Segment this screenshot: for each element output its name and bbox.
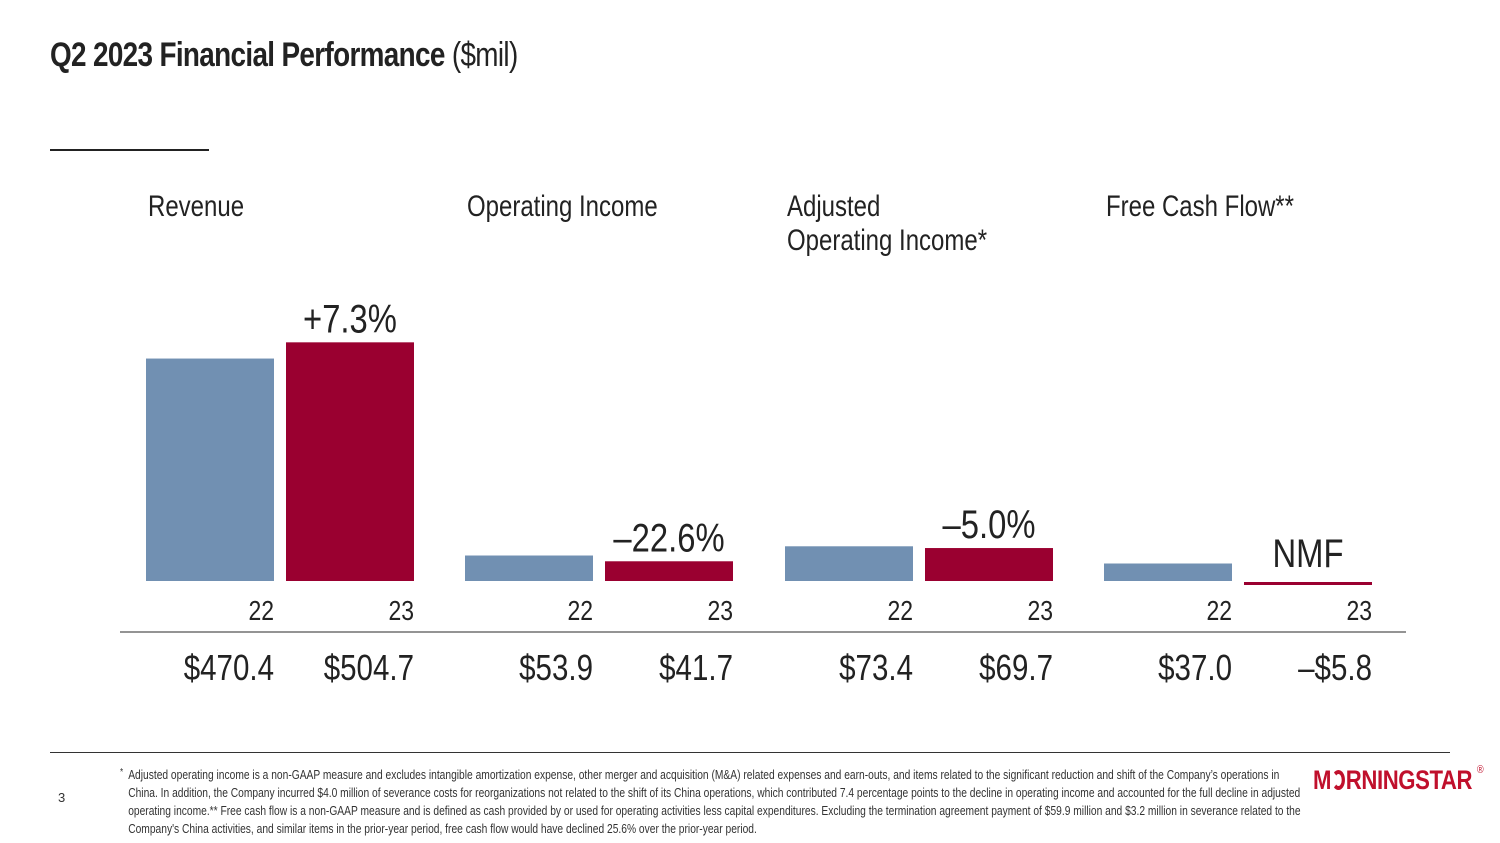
registered-mark: ® <box>1477 764 1484 776</box>
bar-free-cash-flow-23 <box>1244 582 1372 585</box>
group-title-revenue: Revenue <box>148 188 244 222</box>
group-title-adjusted-operating-income: Adjusted <box>787 188 880 222</box>
footer-divider <box>50 752 1450 753</box>
morningstar-logo: M RNINGSTAR ® <box>1313 764 1484 796</box>
logo-ring-icon <box>1331 770 1345 790</box>
bar-operating-income-22 <box>465 555 593 581</box>
title-unit: ($mil) <box>451 36 518 74</box>
page-title: Q2 2023 Financial Performance ($mil) <box>50 36 518 75</box>
year-label-adjusted-operating-income-23: 23 <box>1027 596 1053 627</box>
footnote: * Adjusted operating income is a non-GAA… <box>120 766 1301 838</box>
footnote-text: Adjusted operating income is a non-GAAP … <box>128 768 1301 836</box>
change-label-revenue: +7.3% <box>303 296 397 341</box>
bar-revenue-23 <box>286 342 414 581</box>
value-label-operating-income-22: $53.9 <box>519 647 593 687</box>
change-label-adjusted-operating-income: –5.0% <box>943 502 1036 547</box>
value-label-free-cash-flow-22: $37.0 <box>1158 647 1232 687</box>
group-title-operating-income: Operating Income <box>467 188 658 222</box>
value-label-revenue-23: $504.7 <box>324 647 414 687</box>
year-label-revenue-22: 22 <box>248 596 274 627</box>
year-label-free-cash-flow-22: 22 <box>1206 596 1232 627</box>
group-title-adjusted-operating-income: Operating Income* <box>787 222 987 256</box>
bar-revenue-22 <box>146 358 274 581</box>
year-label-adjusted-operating-income-22: 22 <box>887 596 913 627</box>
value-label-operating-income-23: $41.7 <box>659 647 733 687</box>
year-label-free-cash-flow-23: 23 <box>1346 596 1372 627</box>
year-label-operating-income-22: 22 <box>567 596 593 627</box>
value-label-free-cash-flow-23: –$5.8 <box>1298 647 1372 687</box>
change-label-operating-income: –22.6% <box>613 515 724 560</box>
bar-adjusted-operating-income-22 <box>785 546 913 581</box>
group-title-free-cash-flow: Free Cash Flow** <box>1106 188 1294 222</box>
footnote-marker: * <box>120 767 124 778</box>
title-text: Q2 2023 Financial Performance <box>50 36 445 74</box>
page-number: 3 <box>58 790 66 805</box>
financial-bar-chart: Revenue 22 $470.4 23 $504.7 +7.3% Operating In… <box>120 188 1406 688</box>
value-label-adjusted-operating-income-22: $73.4 <box>839 647 913 687</box>
bar-adjusted-operating-income-23 <box>925 548 1053 581</box>
value-label-adjusted-operating-income-23: $69.7 <box>979 647 1053 687</box>
bar-operating-income-23 <box>605 561 733 581</box>
logo-left: M <box>1313 765 1332 795</box>
bar-free-cash-flow-22 <box>1104 563 1232 581</box>
logo-right: RNINGSTAR <box>1345 765 1473 795</box>
year-label-revenue-23: 23 <box>388 596 414 627</box>
year-label-operating-income-23: 23 <box>707 596 733 627</box>
title-underline <box>50 149 209 151</box>
change-label-free-cash-flow: NMF <box>1272 531 1343 576</box>
value-label-revenue-22: $470.4 <box>184 647 274 687</box>
